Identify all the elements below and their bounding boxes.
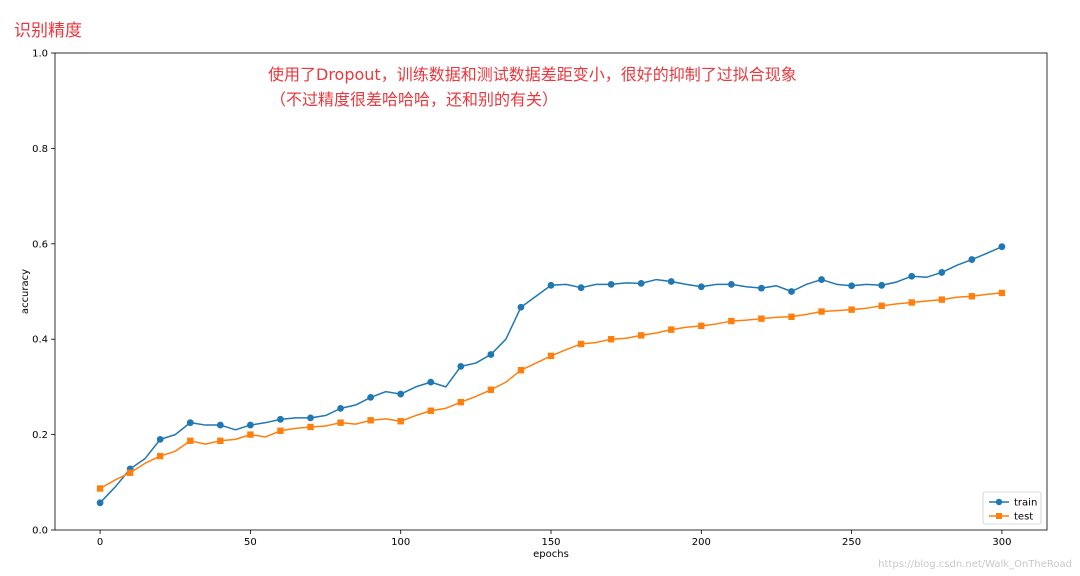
data-point-train	[607, 280, 615, 288]
data-point-test	[487, 386, 495, 393]
data-point-train	[637, 279, 645, 287]
data-point-test	[848, 306, 855, 313]
data-point-train	[848, 282, 856, 290]
x-tick-label: 250	[842, 537, 861, 548]
data-point-train	[397, 390, 405, 398]
data-point-train	[337, 404, 344, 412]
data-point-train	[186, 419, 194, 427]
watermark: https://blog.csdn.net/Walk_OnTheRoad	[878, 559, 1072, 570]
annotation-line: （不过精度很差哈哈哈，还和别的有关）	[270, 90, 558, 109]
data-point-test	[577, 340, 585, 348]
page-title: 识别精度	[14, 21, 82, 41]
data-point-train	[998, 243, 1006, 251]
plot-frame	[54, 52, 1048, 531]
data-point-train	[697, 283, 705, 291]
data-point-test	[337, 419, 344, 426]
series-test	[96, 289, 1006, 492]
data-point-test	[878, 302, 885, 310]
data-point-train	[277, 415, 284, 423]
axes: 0 50 100 150 200 250 300 0.0 0.2 0.4 0.6 0.8 1.0 epoc…	[20, 49, 1048, 560]
x-tick-label: 100	[391, 537, 410, 548]
data-point-test	[367, 417, 374, 424]
legend: train test	[982, 491, 1042, 525]
y-tick-label: 0.8	[32, 144, 48, 155]
y-tick-label: 0.4	[32, 335, 48, 346]
data-point-test	[517, 367, 525, 374]
data-point-train	[818, 276, 825, 283]
data-point-train	[878, 281, 886, 289]
data-point-test	[818, 308, 825, 315]
x-tick-label: 300	[992, 537, 1011, 548]
data-point-test	[788, 313, 795, 320]
x-axis-label: epochs	[533, 549, 569, 560]
legend-item-test: test	[989, 512, 1033, 523]
series-layer	[96, 243, 1006, 507]
legend-marker	[995, 498, 1003, 506]
data-point-test	[96, 485, 104, 492]
data-point-test	[938, 296, 945, 303]
data-point-train	[96, 499, 104, 507]
data-point-test	[126, 469, 134, 476]
data-point-train	[758, 284, 765, 292]
data-point-train	[788, 288, 795, 295]
x-tick-label: 50	[244, 537, 257, 548]
data-point-test	[427, 407, 434, 414]
data-point-train	[577, 284, 585, 292]
data-point-test	[307, 423, 314, 431]
x-tick-label: 150	[541, 537, 560, 548]
data-point-test	[728, 317, 735, 325]
data-point-test	[217, 437, 224, 445]
y-tick-label: 0.6	[32, 239, 48, 250]
data-point-train	[156, 435, 164, 443]
y-tick-label: 0.0	[32, 526, 48, 537]
data-point-test	[607, 336, 615, 343]
legend-label: train	[1014, 498, 1037, 509]
data-point-train	[216, 421, 224, 429]
data-point-test	[698, 322, 705, 330]
x-tick-label: 0	[97, 537, 103, 548]
data-point-test	[908, 299, 915, 306]
y-tick-label: 1.0	[32, 49, 48, 60]
data-point-test	[247, 431, 254, 438]
data-point-train	[908, 272, 916, 280]
legend-label: test	[1014, 512, 1033, 523]
data-point-test	[637, 332, 645, 339]
data-point-test	[758, 315, 765, 322]
annotation: 使用了Dropout，训练数据和测试数据差距变小，很好的抑制了过拟合现象 （不过精…	[268, 65, 797, 109]
data-point-test	[157, 452, 164, 460]
data-point-train	[367, 393, 375, 401]
series-train	[96, 243, 1006, 507]
data-point-test	[998, 289, 1006, 297]
legend-marker	[996, 513, 1002, 519]
data-point-train	[727, 280, 735, 288]
legend-item-train: train	[989, 498, 1037, 509]
data-point-test	[397, 418, 404, 425]
data-point-train	[487, 351, 495, 358]
series-test-line	[99, 292, 1002, 490]
data-point-train	[246, 421, 254, 429]
data-point-train	[457, 362, 465, 370]
data-point-test	[277, 427, 284, 434]
y-tick-label: 0.2	[32, 430, 48, 441]
y-axis-label: accuracy	[20, 269, 31, 314]
data-point-train	[547, 281, 555, 289]
data-point-train	[667, 278, 675, 285]
data-point-test	[547, 352, 555, 360]
data-point-test	[668, 326, 675, 333]
data-point-train	[968, 256, 976, 263]
data-point-test	[187, 437, 194, 445]
data-point-train	[517, 303, 525, 311]
data-point-train	[427, 378, 435, 386]
data-point-test	[968, 293, 976, 300]
annotation-line: 使用了Dropout，训练数据和测试数据差距变小，很好的抑制了过拟合现象	[268, 65, 797, 84]
data-point-train	[307, 414, 314, 422]
x-tick-label: 200	[692, 537, 711, 548]
data-point-train	[938, 269, 946, 276]
data-point-test	[457, 398, 465, 406]
